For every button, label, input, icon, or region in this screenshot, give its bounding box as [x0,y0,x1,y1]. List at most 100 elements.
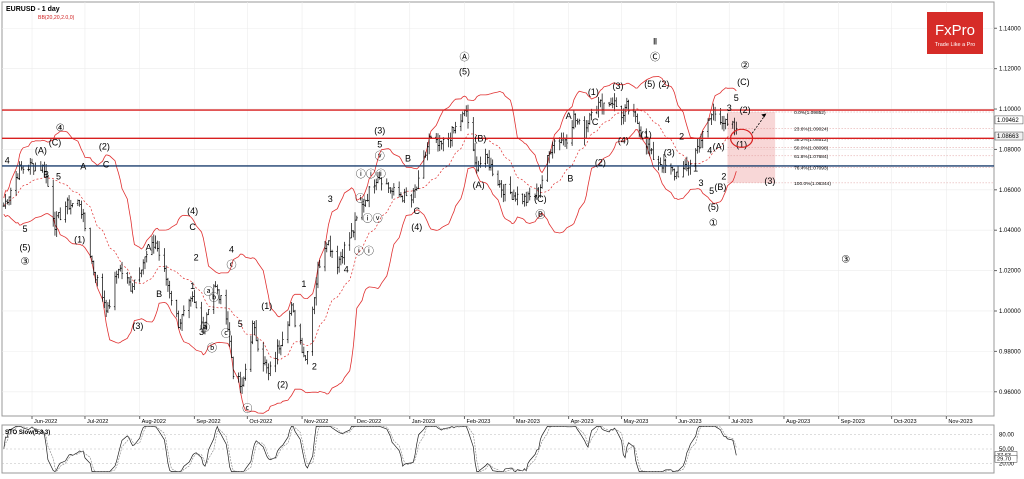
x-tick-label: Sep-2022 [196,419,220,425]
wave-label: 4 [665,115,670,125]
wave-label: B [43,170,49,180]
wave-label: (3) [664,147,675,157]
x-tick-label: Oct-2022 [249,419,272,425]
wave-label: B [567,174,573,184]
wave-label: ⓘⓘ [354,245,374,257]
wave-label: (A) [473,180,485,190]
stoch-tick-label: 50.00 [999,447,1015,453]
highlight-circle [729,128,754,148]
wave-label: (A) [35,145,47,155]
x-tick-label: Jun-2023 [678,419,701,425]
x-tick-label: Apr-2023 [571,419,594,425]
logo-background [927,12,983,54]
wave-label: ⓒ [221,328,231,340]
wave-label: 1 [190,281,195,291]
wave-label: ⓑ [207,342,217,354]
wave-label: (1) [588,87,599,97]
price-tag-label: 1.08663 [997,134,1019,140]
x-tick-label: Aug-2023 [786,419,810,425]
wave-label: (2) [277,380,288,390]
fibonacci-zone: 0.0%(1.09852) 23.6%(1.09024) 38.2%(1.08512… [727,110,994,187]
wave-label: B [405,154,411,164]
wave-label: Ⅱ [653,36,657,46]
wave-label: (C) [737,77,750,87]
wave-label: (3) [132,321,143,331]
wave-label: (1) [74,234,85,244]
projection-arrow-head [761,113,767,118]
wave-label: 2 [194,252,199,262]
horizontal-levels [2,109,994,167]
x-tick-label: Jul-2023 [731,419,752,425]
wave-label: (1) [736,139,747,149]
wave-label: (B) [474,133,486,143]
wave-label: 1 [693,164,698,174]
fib-level-label: 100.0%(1.06344) [794,181,831,187]
price-axis: 1.14000 1.12000 1.10000 1.08000 1.06000 1.040… [994,26,1024,396]
wave-label: (5) [708,202,719,212]
x-tick-label: Nov-2023 [948,419,972,425]
y-tick-label: 1.12000 [999,67,1021,73]
wave-label: B [156,289,162,299]
grid [2,2,994,416]
price-tag-box [994,131,1024,141]
wave-label: C [592,117,599,127]
bollinger-upper [3,76,737,318]
wave-label: 1 [301,279,306,289]
wave-label: ⓐ [200,322,210,334]
fib-level-label: 50.0%(1.08098) [794,145,829,151]
logo-tagline: Trade Like a Pro [935,42,975,48]
wave-label: (4) [618,135,629,145]
wave-label: (2) [595,158,606,168]
wave-label: 4 [5,156,10,166]
wave-label: 5 [377,139,382,149]
y-tick-label: 1.06000 [999,188,1021,194]
wave-label: ② [741,61,750,72]
wave-label: ⓑ [209,292,219,304]
x-tick-label: Sep-2023 [841,419,865,425]
x-tick-label: Oct-2023 [894,419,917,425]
fib-level-label: 0.0%(1.09852) [794,110,826,116]
wave-label: 2 [312,362,317,372]
wave-label: Ⓐ [459,52,469,64]
wave-label: 3 [199,327,204,337]
x-tick-label: Dec-2022 [357,419,381,425]
bollinger-lower [3,129,737,414]
x-tick-label: Jul-2022 [87,419,108,425]
wave-label: 5 [238,319,243,329]
wave-label: 5 [734,93,739,103]
x-tick-label: Aug-2022 [142,419,166,425]
wave-label: A [145,242,151,252]
wave-label: A [566,111,572,121]
x-tick-label: Jun-2022 [34,419,57,425]
annotations [729,113,767,148]
wave-label: (4) [187,206,198,216]
bollinger-middle [3,108,737,361]
y-tick-label: 1.10000 [999,107,1021,113]
wave-label: ⓒ [242,403,252,415]
wave-label: 3 [698,178,703,188]
y-tick-label: 1.00000 [999,309,1021,315]
y-tick-label: 1.14000 [999,26,1021,32]
wave-label: 3 [328,194,333,204]
fxpro-logo: FxPro Trade Like a Pro [927,12,983,54]
x-tick-label: Nov-2022 [304,419,328,425]
bollinger-bands [3,76,737,414]
wave-label: ⓘ [355,193,365,205]
logo-text: FxPro [935,22,975,39]
wave-label: ⓒ [226,260,236,272]
wave-label: C [189,222,196,232]
wave-label: 5 [22,224,27,234]
projection-arrow-line [751,113,767,134]
price-tag-box [994,115,1024,125]
wave-label: (1) [261,301,272,311]
y-tick-label: 0.96000 [999,390,1021,396]
wave-label: C [103,160,110,170]
wave-label: ⓥ [375,151,385,163]
x-tick-label: Jan-2023 [412,419,435,425]
wave-label: 2 [721,172,726,182]
x-tick-label: Mar-2023 [516,419,540,425]
